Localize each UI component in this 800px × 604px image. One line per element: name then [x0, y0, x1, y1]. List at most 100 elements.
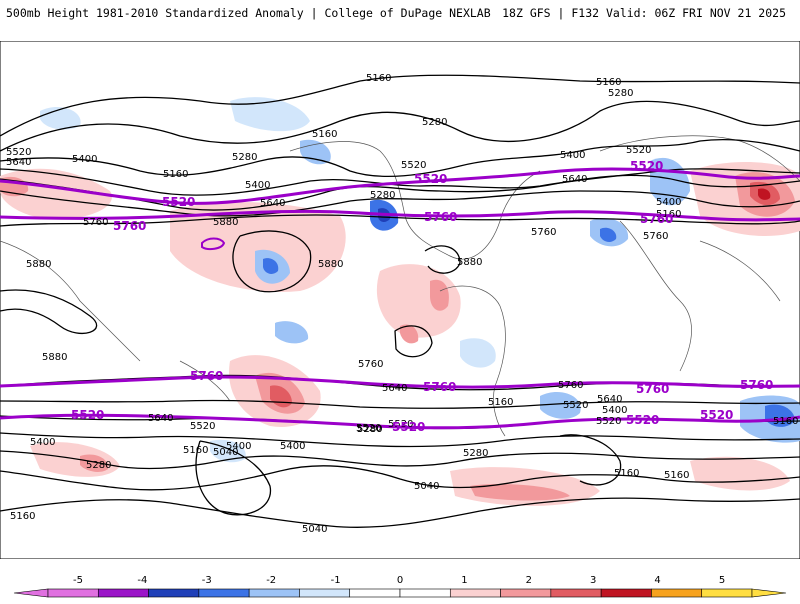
contour-label: 5160: [773, 416, 798, 427]
contour-label: 5280: [357, 424, 382, 435]
contour-label: 5040: [213, 447, 238, 458]
contour-label: 5640: [148, 413, 173, 424]
colorbar-ticks: -5 -4 -3 -2 -1 0 1 2 3 4 5: [73, 575, 725, 586]
anomaly-blob: [170, 201, 346, 292]
colorbar-segment: [97, 588, 149, 598]
contour-label: 5640: [382, 383, 407, 394]
contour-label: 5160: [614, 468, 639, 479]
colorbar-tick-label: -2: [266, 575, 276, 586]
contour-line: [0, 190, 800, 217]
contour-label: 5160: [183, 445, 208, 456]
contour-label: 5640: [597, 394, 622, 405]
contour-label: 5280: [422, 117, 447, 128]
contour-line: [424, 245, 461, 274]
contour-label: 5880: [318, 259, 343, 270]
contour-label: 5400: [72, 154, 97, 165]
coastline: [699, 240, 781, 302]
contour-line: [394, 325, 433, 358]
contour-line: [0, 138, 800, 178]
contour-label: 5160: [10, 511, 35, 522]
contour-label-purple: 5520: [700, 408, 733, 422]
contour-label: 5520: [6, 147, 31, 158]
contour-label: 5880: [26, 259, 51, 270]
anomaly-blob: [540, 392, 581, 419]
contour-label: 5400: [560, 150, 585, 161]
anomaly-colorbar: -5 -4 -3 -2 -1 0 1 2 3 4 5: [0, 568, 800, 600]
contour-label: 5400: [280, 441, 305, 452]
contour-label: 5040: [414, 481, 439, 492]
contour-label-purple: 5760: [640, 212, 673, 226]
contour-label-purple: 5760: [190, 369, 223, 383]
contour-label-purple: 5520: [392, 420, 425, 434]
anomaly-shading: [0, 97, 800, 506]
coastline: [0, 240, 141, 362]
colorbar-tick-label: 4: [654, 575, 660, 586]
purple-contours: [0, 167, 800, 430]
colorbar-segment: [651, 588, 703, 598]
anomaly-blob: [0, 168, 112, 220]
contour-label-purple: 5520: [71, 408, 104, 422]
contour-label: 5400: [656, 197, 681, 208]
colorbar-segment: [500, 588, 552, 598]
contour-line: [0, 450, 800, 470]
anomaly-map: 5160 5160 5280 5280 5280 5160 5520 5640 …: [0, 41, 800, 559]
contour-line: [0, 399, 800, 409]
colorbar-segment: [148, 588, 200, 598]
anomaly-blob: [275, 321, 309, 344]
contour-5520-north: [0, 167, 800, 205]
contour-label: 5640: [6, 157, 31, 168]
contour-label: 5640: [260, 198, 285, 209]
anomaly-blob: [470, 484, 570, 501]
contour-label: 5400: [30, 437, 55, 448]
model-run-info: 18Z GFS | F132 Valid: 06Z FRI NOV 21 202…: [502, 6, 786, 20]
contour-5760-north: [0, 209, 800, 222]
colorbar-segment: [600, 588, 652, 598]
colorbar-segment: [701, 588, 753, 598]
contour-label: 5520: [563, 400, 588, 411]
contour-line: [232, 230, 312, 293]
anomaly-blob: [758, 188, 771, 200]
contour-5520-south: [0, 413, 800, 430]
coastline: [289, 141, 541, 260]
contour-label: 5280: [357, 424, 382, 435]
contour-label: 5520: [626, 145, 651, 156]
contour-label: 5880: [213, 217, 238, 228]
coastline: [619, 220, 692, 372]
colorbar-tick-label: 2: [526, 575, 532, 586]
height-contours: [0, 74, 800, 528]
colorbar-segment: [198, 588, 250, 598]
contour-line: [195, 440, 272, 516]
colorbar-arrow-left: [13, 588, 49, 598]
coastline: [599, 135, 800, 182]
anomaly-blob: [600, 227, 617, 243]
contour-label: 5160: [163, 169, 188, 180]
contour-label: 5160: [656, 209, 681, 220]
colorbar-segment: [349, 588, 401, 598]
colorbar-tick-label: -3: [202, 575, 212, 586]
contour-label: 5520: [596, 416, 621, 427]
colorbar-segment: [299, 588, 351, 598]
contour-label-purple: 5760: [636, 382, 669, 396]
contour-label: 5160: [488, 397, 513, 408]
coastline: [439, 285, 506, 437]
colorbar-segment: [449, 588, 501, 598]
anomaly-blob: [460, 338, 496, 368]
contour-label: 5760: [531, 227, 556, 238]
contour-label-purple: 5760: [424, 210, 457, 224]
contour-label: 5280: [370, 190, 395, 201]
coastlines: [0, 135, 800, 437]
colorbar-tick-label: 3: [590, 575, 596, 586]
contour-line: [559, 434, 622, 486]
contour-line: [0, 432, 800, 448]
contour-line: [0, 174, 800, 211]
contour-label-purple: 5520: [626, 413, 659, 427]
anomaly-blob: [80, 454, 109, 472]
contour-label: 5520: [356, 423, 381, 434]
contour-label-purple: 5760: [423, 380, 456, 394]
contour-line: [0, 214, 800, 227]
colorbar-tick-label: 0: [397, 575, 403, 586]
contour-label: 5520: [401, 160, 426, 171]
contour-line: [0, 100, 800, 152]
contour-label: 5280: [232, 152, 257, 163]
contour-label: 5760: [83, 217, 108, 228]
